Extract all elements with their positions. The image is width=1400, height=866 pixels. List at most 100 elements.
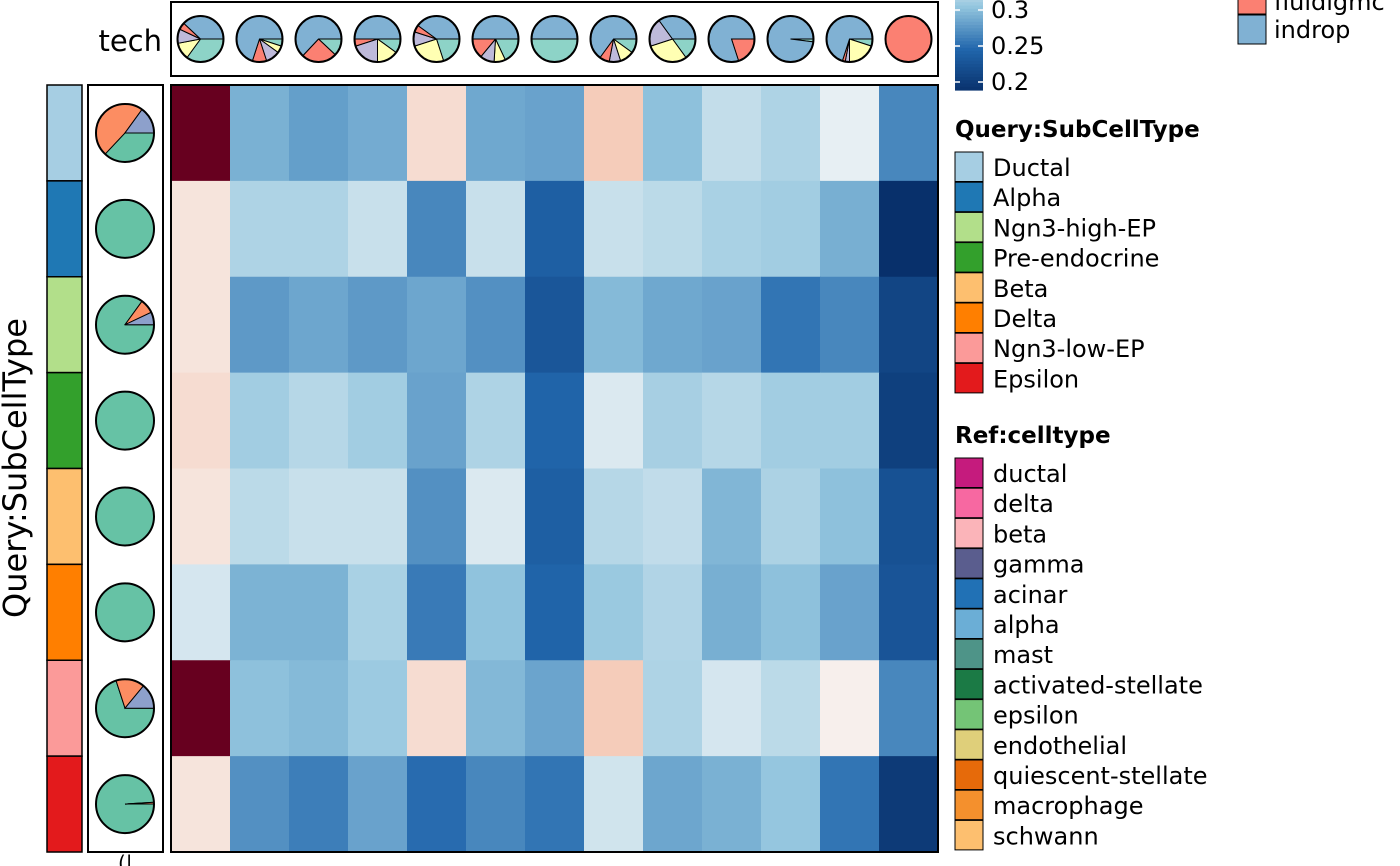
heatmap-cell-r6-c8 <box>584 564 644 661</box>
row-pie-6 <box>95 582 155 643</box>
row-pie-3 <box>95 294 155 355</box>
tech-pie-col-3-outline <box>294 15 343 63</box>
color-scale-legend: 0.3 0.25 0.2 <box>955 0 1044 96</box>
heatmap-cell-r2-c10 <box>702 180 762 278</box>
heatmap-cell-r5-c7 <box>525 468 585 565</box>
heatmap-cell-r2-c8 <box>584 180 644 278</box>
heatmap-cell-r5-c1 <box>171 468 231 565</box>
heatmap-cell-r5-c8 <box>584 468 644 565</box>
query-legend-item-7: Ngn3-low-EP <box>993 335 1145 363</box>
heatmap-cell-r5-c13 <box>879 468 939 565</box>
query-legend-item-1: Ductal <box>993 154 1071 182</box>
heatmap-cell-r6-c10 <box>702 564 762 661</box>
heatmap-cell-r5-c5 <box>407 468 467 565</box>
color-scale-step-38 <box>955 80 983 85</box>
heatmap-cell-r6-c5 <box>407 564 467 661</box>
heatmap-cell-r7-c3 <box>289 660 349 757</box>
ref-legend-swatch-6 <box>954 608 984 639</box>
heatmap-cell-r5-c11 <box>761 468 821 565</box>
ref-legend-swatch-1 <box>954 457 984 488</box>
color-scale-step-29 <box>955 51 983 55</box>
heatmap-cell-r7-c9 <box>643 660 703 757</box>
heatmap-cell-r1-c6 <box>466 85 526 182</box>
query-legend-swatch-4 <box>954 242 984 273</box>
heatmap-cell-r1-c8 <box>584 85 644 182</box>
heatmap-cell-r4-c9 <box>643 372 703 470</box>
query-legend-swatch-8 <box>954 362 984 394</box>
heatmap-cell-r1-c3 <box>289 85 349 182</box>
heatmap-cell-r2-c1 <box>171 180 231 278</box>
ref-legend-swatch-8 <box>954 668 984 700</box>
ref-legend-item-11: quiescent-stellate <box>993 762 1208 790</box>
heatmap-cell-r5-c12 <box>820 468 880 565</box>
ref-legend-item-6: alpha <box>993 611 1060 639</box>
row-color-3 <box>46 276 83 374</box>
heatmap-cell-r7-c8 <box>584 660 644 757</box>
row-pie-annotation <box>95 102 155 835</box>
heatmap-cell-r3-c1 <box>171 276 231 374</box>
ref-legend-swatch-11 <box>954 759 984 790</box>
heatmap-cell-r6-c1 <box>171 564 231 661</box>
heatmap-cell-r1-c13 <box>879 85 939 182</box>
color-scale-step-22 <box>955 28 983 33</box>
color-scale-step-32 <box>955 60 983 65</box>
heatmap-cell-r8-c8 <box>584 756 644 853</box>
color-scale-step-36 <box>955 73 983 78</box>
ref-legend-item-4: gamma <box>993 551 1084 579</box>
heatmap-cell-r5-c2 <box>230 468 290 565</box>
heatmap-cell-r1-c7 <box>525 85 585 182</box>
tech-pie-col-1 <box>176 15 225 63</box>
ref-legend-item-9: epsilon <box>993 702 1079 730</box>
heatmap-cell-r8-c2 <box>230 756 290 853</box>
tech-legend-item-clipped: fluidigmc <box>1274 0 1385 16</box>
row-pie-2-outline <box>95 198 155 259</box>
heatmap-cell-r2-c3 <box>289 180 349 278</box>
heatmap-body <box>171 85 939 853</box>
ref-legend-item-1: ductal <box>993 460 1067 488</box>
heatmap-cell-r7-c1 <box>171 660 231 757</box>
ref-legend-swatch-10 <box>954 729 984 760</box>
tech-pie-col-11 <box>766 15 815 63</box>
color-scale-step-26 <box>955 41 983 46</box>
heatmap-cell-r8-c9 <box>643 756 703 853</box>
query-legend-swatch-1 <box>954 151 984 182</box>
heatmap-cell-r6-c7 <box>525 564 585 661</box>
row-pie-frame <box>87 84 164 853</box>
color-scale-step-30 <box>955 54 983 59</box>
color-scale-step-20 <box>955 21 983 26</box>
query-legend-item-8: Epsilon <box>993 365 1079 393</box>
heatmap-cell-r2-c7 <box>525 180 585 278</box>
heatmap-cell-r5-c3 <box>289 468 349 565</box>
heatmap-cell-r2-c12 <box>820 180 880 278</box>
heatmap-cell-r7-c11 <box>761 660 821 757</box>
tech-annotation-label: tech <box>98 24 162 58</box>
heatmap-cell-r8-c12 <box>820 756 880 853</box>
color-scale-step-39 <box>955 83 983 88</box>
y-axis-label: Query:SubCellType <box>0 318 34 618</box>
heatmap-cell-r1-c12 <box>820 85 880 182</box>
color-scale-step-17 <box>955 12 983 16</box>
heatmap-cell-r3-c3 <box>289 276 349 374</box>
color-scale-step-18 <box>955 15 983 20</box>
tech-pie-col-8-outline <box>589 15 638 63</box>
heatmap-cell-r4-c3 <box>289 372 349 470</box>
color-scale-step-21 <box>955 25 983 29</box>
query-legend-swatch-2 <box>954 181 984 213</box>
heatmap-cell-r3-c2 <box>230 276 290 374</box>
heatmap-cell-r6-c9 <box>643 564 703 661</box>
ref-legend-swatch-5 <box>954 578 984 609</box>
heatmap-cell-r4-c2 <box>230 372 290 470</box>
heatmap-cell-r4-c10 <box>702 372 762 470</box>
color-scale-step-23 <box>955 31 983 36</box>
heatmap-cell-r7-c2 <box>230 660 290 757</box>
ref-legend-item-13: schwann <box>993 822 1099 850</box>
heatmap-cell-r7-c5 <box>407 660 467 757</box>
color-scale-bar <box>955 0 983 91</box>
query-legend-swatch-6 <box>954 302 984 333</box>
heatmap-cell-r4-c6 <box>466 372 526 470</box>
row-pie-clipped-label: (| <box>118 851 133 866</box>
row-color-6 <box>46 563 83 662</box>
heatmap-cell-r4-c5 <box>407 372 467 470</box>
query-subcelltype-legend: Query:SubCellType DuctalAlphaNgn3-high-E… <box>954 117 1200 394</box>
query-legend-item-4: Pre-endocrine <box>993 245 1159 273</box>
